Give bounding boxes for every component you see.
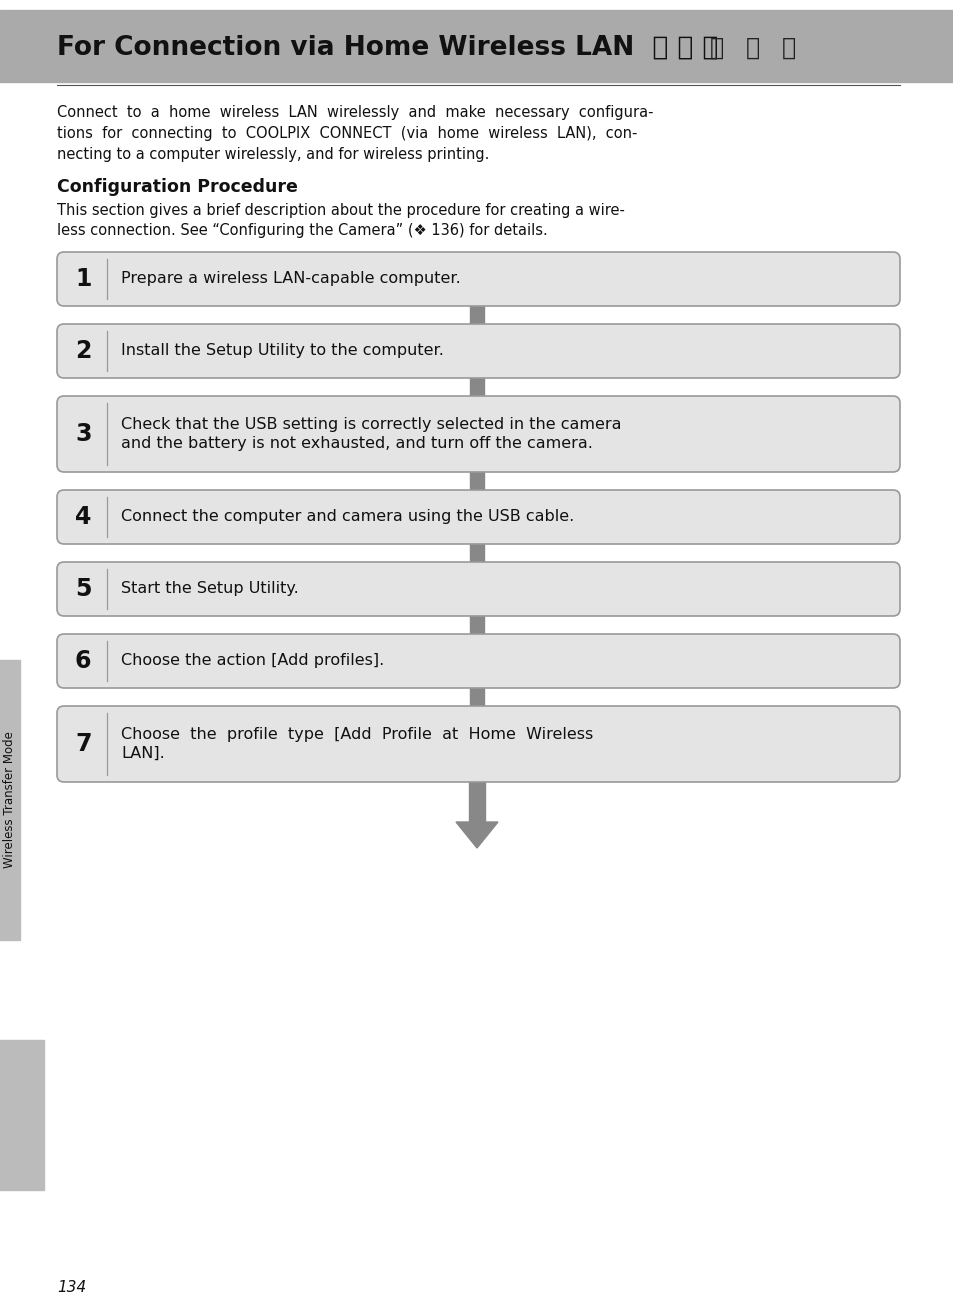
Text: Prepare a wireless LAN-capable computer.: Prepare a wireless LAN-capable computer. <box>121 272 460 286</box>
Text: 134: 134 <box>57 1280 86 1296</box>
Text: Connect the computer and camera using the USB cable.: Connect the computer and camera using th… <box>121 510 574 524</box>
Bar <box>470 689 483 706</box>
Text: 2: 2 <box>75 339 91 363</box>
Polygon shape <box>456 823 497 848</box>
FancyBboxPatch shape <box>57 490 899 544</box>
Bar <box>469 782 484 823</box>
Text: Choose  the  profile  type  [Add  Profile  at  Home  Wireless: Choose the profile type [Add Profile at … <box>121 727 593 742</box>
Text: Check that the USB setting is correctly selected in the camera: Check that the USB setting is correctly … <box>121 417 620 432</box>
FancyBboxPatch shape <box>57 252 899 306</box>
Text: less connection. See “Configuring the Camera” (❖ 136) for details.: less connection. See “Configuring the Ca… <box>57 223 547 238</box>
Text: Start the Setup Utility.: Start the Setup Utility. <box>121 582 298 597</box>
Text: Connect  to  a  home  wireless  LAN  wirelessly  and  make  necessary  configura: Connect to a home wireless LAN wirelessl… <box>57 105 653 120</box>
Text: This section gives a brief description about the procedure for creating a wire-: This section gives a brief description a… <box>57 202 624 218</box>
Text: 7: 7 <box>75 732 91 756</box>
FancyBboxPatch shape <box>57 633 899 689</box>
Text: Ⓖ: Ⓖ <box>745 35 760 59</box>
Bar <box>0 660 20 940</box>
Text: 6: 6 <box>75 649 91 673</box>
FancyBboxPatch shape <box>57 396 899 472</box>
Bar <box>470 378 483 396</box>
Text: Choose the action [Add profiles].: Choose the action [Add profiles]. <box>121 653 384 669</box>
Text: Wireless Transfer Mode: Wireless Transfer Mode <box>4 732 16 869</box>
Text: Configuration Procedure: Configuration Procedure <box>57 177 297 196</box>
Text: 5: 5 <box>75 577 91 600</box>
Text: 4: 4 <box>75 505 91 530</box>
Bar <box>0 11 953 81</box>
Bar <box>470 544 483 562</box>
Text: 1: 1 <box>75 267 91 290</box>
FancyBboxPatch shape <box>57 706 899 782</box>
Bar <box>0 1039 44 1190</box>
Text: LAN].: LAN]. <box>121 746 165 761</box>
FancyBboxPatch shape <box>57 325 899 378</box>
Bar <box>470 616 483 633</box>
Text: and the battery is not exhausted, and turn off the camera.: and the battery is not exhausted, and tu… <box>121 436 592 451</box>
Text: 3: 3 <box>75 422 91 445</box>
Text: Install the Setup Utility to the computer.: Install the Setup Utility to the compute… <box>121 343 443 359</box>
FancyBboxPatch shape <box>57 562 899 616</box>
Text: Ⓒ: Ⓒ <box>709 35 723 59</box>
Text: For Connection via Home Wireless LAN    : For Connection via Home Wireless LAN  … <box>57 34 718 60</box>
Bar <box>470 306 483 325</box>
Bar <box>470 472 483 490</box>
Text: necting to a computer wirelessly, and for wireless printing.: necting to a computer wirelessly, and fo… <box>57 147 489 162</box>
Text: Ⓒ: Ⓒ <box>781 35 796 59</box>
Text: tions  for  connecting  to  COOLPIX  CONNECT  (via  home  wireless  LAN),  con-: tions for connecting to COOLPIX CONNECT … <box>57 126 637 141</box>
